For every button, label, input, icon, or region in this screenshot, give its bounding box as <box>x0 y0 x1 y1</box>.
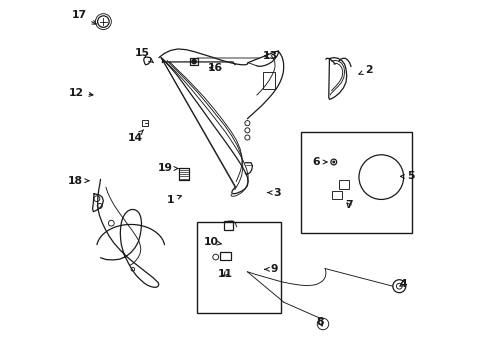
Text: 6: 6 <box>312 157 326 167</box>
Text: 1: 1 <box>166 195 181 205</box>
Text: 11: 11 <box>218 269 233 279</box>
Text: 2: 2 <box>358 65 372 75</box>
Text: 16: 16 <box>208 63 223 73</box>
Text: 4: 4 <box>398 279 406 289</box>
Text: 18: 18 <box>68 176 89 186</box>
Text: 8: 8 <box>316 317 323 327</box>
Bar <box>223 221 232 230</box>
Text: 13: 13 <box>263 51 277 61</box>
Bar <box>190 58 197 65</box>
Bar <box>142 120 148 126</box>
Text: 15: 15 <box>134 48 153 63</box>
Bar <box>263 72 274 89</box>
Text: 14: 14 <box>128 130 143 143</box>
Circle shape <box>332 161 335 163</box>
Text: 3: 3 <box>267 188 280 198</box>
Text: 12: 12 <box>68 88 93 98</box>
Text: 10: 10 <box>203 237 221 247</box>
Bar <box>197 222 281 313</box>
Bar <box>331 191 341 199</box>
Text: 7: 7 <box>345 200 352 210</box>
Text: 19: 19 <box>158 163 178 174</box>
Bar <box>338 180 348 189</box>
Bar <box>301 132 411 233</box>
Text: 9: 9 <box>264 264 277 274</box>
Text: 17: 17 <box>71 10 96 24</box>
Circle shape <box>192 59 196 64</box>
Bar <box>220 252 230 260</box>
Text: 5: 5 <box>400 171 414 181</box>
